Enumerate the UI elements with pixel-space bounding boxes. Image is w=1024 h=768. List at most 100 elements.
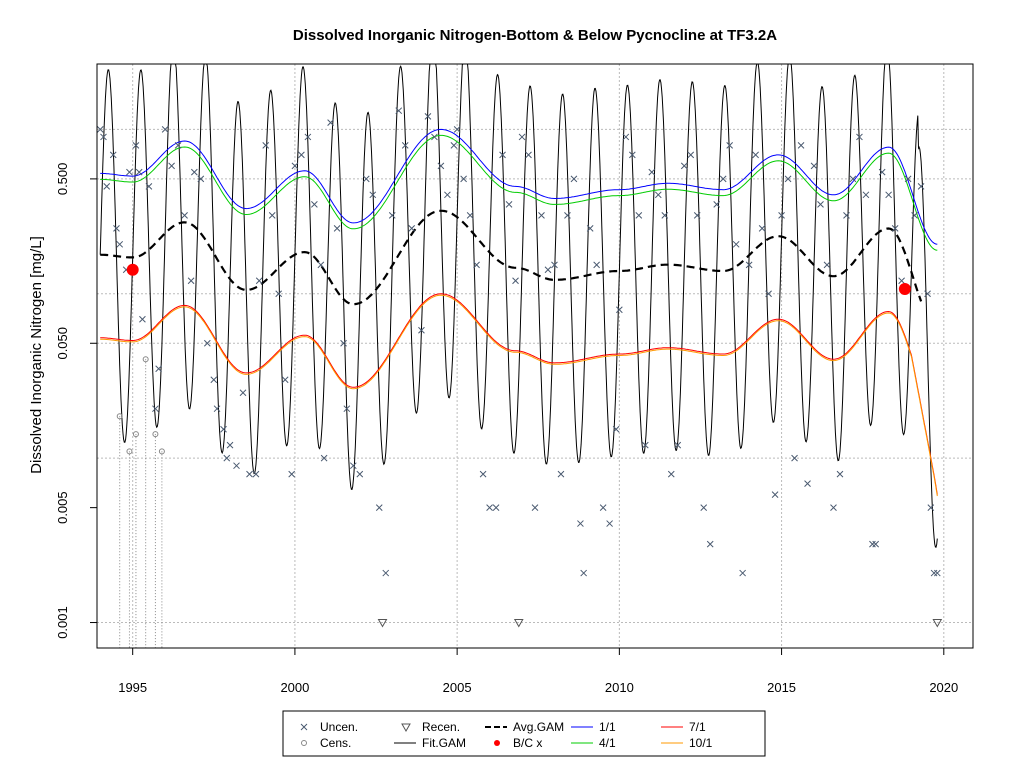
uncensored-point bbox=[473, 261, 480, 269]
censored-point bbox=[142, 356, 149, 363]
uncensored-point bbox=[382, 569, 390, 577]
uncensored-point bbox=[233, 462, 240, 470]
uncensored-point bbox=[304, 133, 312, 141]
censored-point bbox=[126, 448, 133, 455]
uncensored-point bbox=[661, 212, 669, 219]
uncensored-point bbox=[911, 212, 918, 219]
y-tick-label: 0.001 bbox=[55, 606, 70, 639]
legend-label: 1/1 bbox=[599, 720, 616, 734]
x-tick-label: 2000 bbox=[280, 680, 309, 695]
uncensored-point bbox=[298, 151, 305, 159]
y-tick-label: 0.500 bbox=[55, 163, 70, 196]
censored-point bbox=[132, 431, 139, 438]
legend-label: Uncen. bbox=[320, 720, 358, 734]
uncensored-point bbox=[418, 326, 425, 334]
uncensored-point bbox=[109, 151, 117, 159]
uncensored-point bbox=[174, 141, 182, 149]
uncensored-point bbox=[401, 141, 409, 149]
uncensored-point bbox=[641, 441, 649, 449]
uncensored-point bbox=[544, 266, 552, 274]
uncensored-point bbox=[226, 441, 234, 449]
uncensored-point bbox=[408, 225, 416, 232]
uncensored-point bbox=[771, 491, 779, 498]
uncensored-point bbox=[752, 151, 759, 159]
uncensored-point bbox=[203, 339, 211, 347]
uncensored-point bbox=[343, 405, 351, 413]
uncensored-point bbox=[197, 175, 205, 183]
uncensored-point bbox=[580, 569, 588, 577]
uncensored-point bbox=[288, 470, 296, 478]
uncensored-point bbox=[466, 212, 474, 219]
uncensored-point bbox=[557, 470, 565, 478]
uncensored-point bbox=[453, 126, 461, 133]
x-tick-label: 2020 bbox=[929, 680, 958, 695]
uncensored-point bbox=[460, 175, 467, 183]
axes: 1995 2000 2005 2010 2015 2020 0.001 0.005 0.050 0… bbox=[55, 163, 958, 695]
recensored-point bbox=[513, 619, 524, 628]
recensored-point bbox=[932, 619, 943, 628]
legend-label: 10/1 bbox=[689, 736, 713, 750]
uncensored-point bbox=[885, 191, 892, 199]
uncensored-point bbox=[505, 201, 513, 208]
x-tick-label: 2015 bbox=[767, 680, 796, 695]
curve-7-1 bbox=[100, 293, 938, 495]
uncensored-point bbox=[437, 162, 445, 170]
curve-1-1 bbox=[100, 128, 938, 245]
uncensored-point bbox=[606, 520, 613, 527]
uncensored-point bbox=[327, 119, 334, 126]
uncensored-point bbox=[830, 504, 837, 511]
uncensored-point bbox=[564, 212, 571, 219]
uncensored-point bbox=[687, 151, 695, 159]
uncensored-point bbox=[758, 225, 766, 232]
uncensored-point bbox=[586, 225, 594, 232]
uncensored-point bbox=[726, 141, 734, 149]
uncensored-point bbox=[804, 480, 811, 487]
uncensored-point bbox=[817, 201, 824, 208]
curve-4-1 bbox=[100, 134, 938, 251]
uncensored-point bbox=[431, 133, 438, 141]
uncensored-point bbox=[444, 191, 451, 199]
chart-title: Dissolved Inorganic Nitrogen-Bottom & Be… bbox=[293, 27, 777, 44]
uncensored-point bbox=[599, 504, 607, 511]
y-tick-label: 0.005 bbox=[55, 491, 70, 524]
uncensored-point bbox=[732, 240, 740, 248]
uncensored-point bbox=[612, 425, 620, 433]
uncensored-point bbox=[706, 540, 714, 548]
legend-label: 7/1 bbox=[689, 720, 706, 734]
uncensored-point bbox=[333, 225, 341, 232]
uncensored-point bbox=[181, 212, 188, 219]
legend-symbol bbox=[301, 740, 307, 746]
recensored-point bbox=[377, 619, 388, 628]
uncensored-point bbox=[210, 376, 218, 384]
censored-point bbox=[158, 448, 165, 455]
uncensored-point bbox=[255, 277, 263, 285]
uncensored-point bbox=[525, 151, 532, 159]
bc-point bbox=[898, 282, 911, 295]
uncensored-point bbox=[797, 141, 805, 149]
legend-label: Cens. bbox=[320, 736, 351, 750]
uncensored-point bbox=[161, 126, 169, 133]
uncensored-point bbox=[784, 175, 792, 183]
uncensored-point bbox=[713, 201, 721, 208]
uncensored-point bbox=[246, 470, 253, 478]
uncensored-point bbox=[856, 133, 863, 141]
uncensored-point bbox=[499, 151, 506, 159]
x-tick-label: 2005 bbox=[443, 680, 472, 695]
uncensored-point bbox=[891, 225, 899, 232]
legend-box bbox=[282, 710, 766, 757]
uncensored-point bbox=[917, 183, 925, 190]
uncensored-point bbox=[281, 376, 289, 384]
uncensored-point bbox=[693, 212, 701, 219]
legend-label: Fit.GAM bbox=[422, 736, 466, 750]
uncensored-point bbox=[96, 126, 104, 133]
uncensored-point bbox=[570, 175, 578, 183]
x-tick-label: 1995 bbox=[118, 680, 147, 695]
uncensored-point bbox=[648, 168, 656, 176]
uncensored-point bbox=[531, 504, 539, 511]
uncensored-point bbox=[317, 261, 325, 269]
uncensored-point bbox=[680, 162, 688, 170]
uncensored-point bbox=[700, 504, 708, 511]
y-axis-label: Dissolved Inorganic Nitrogen [mg/L] bbox=[28, 236, 45, 474]
bc-point bbox=[126, 263, 139, 276]
